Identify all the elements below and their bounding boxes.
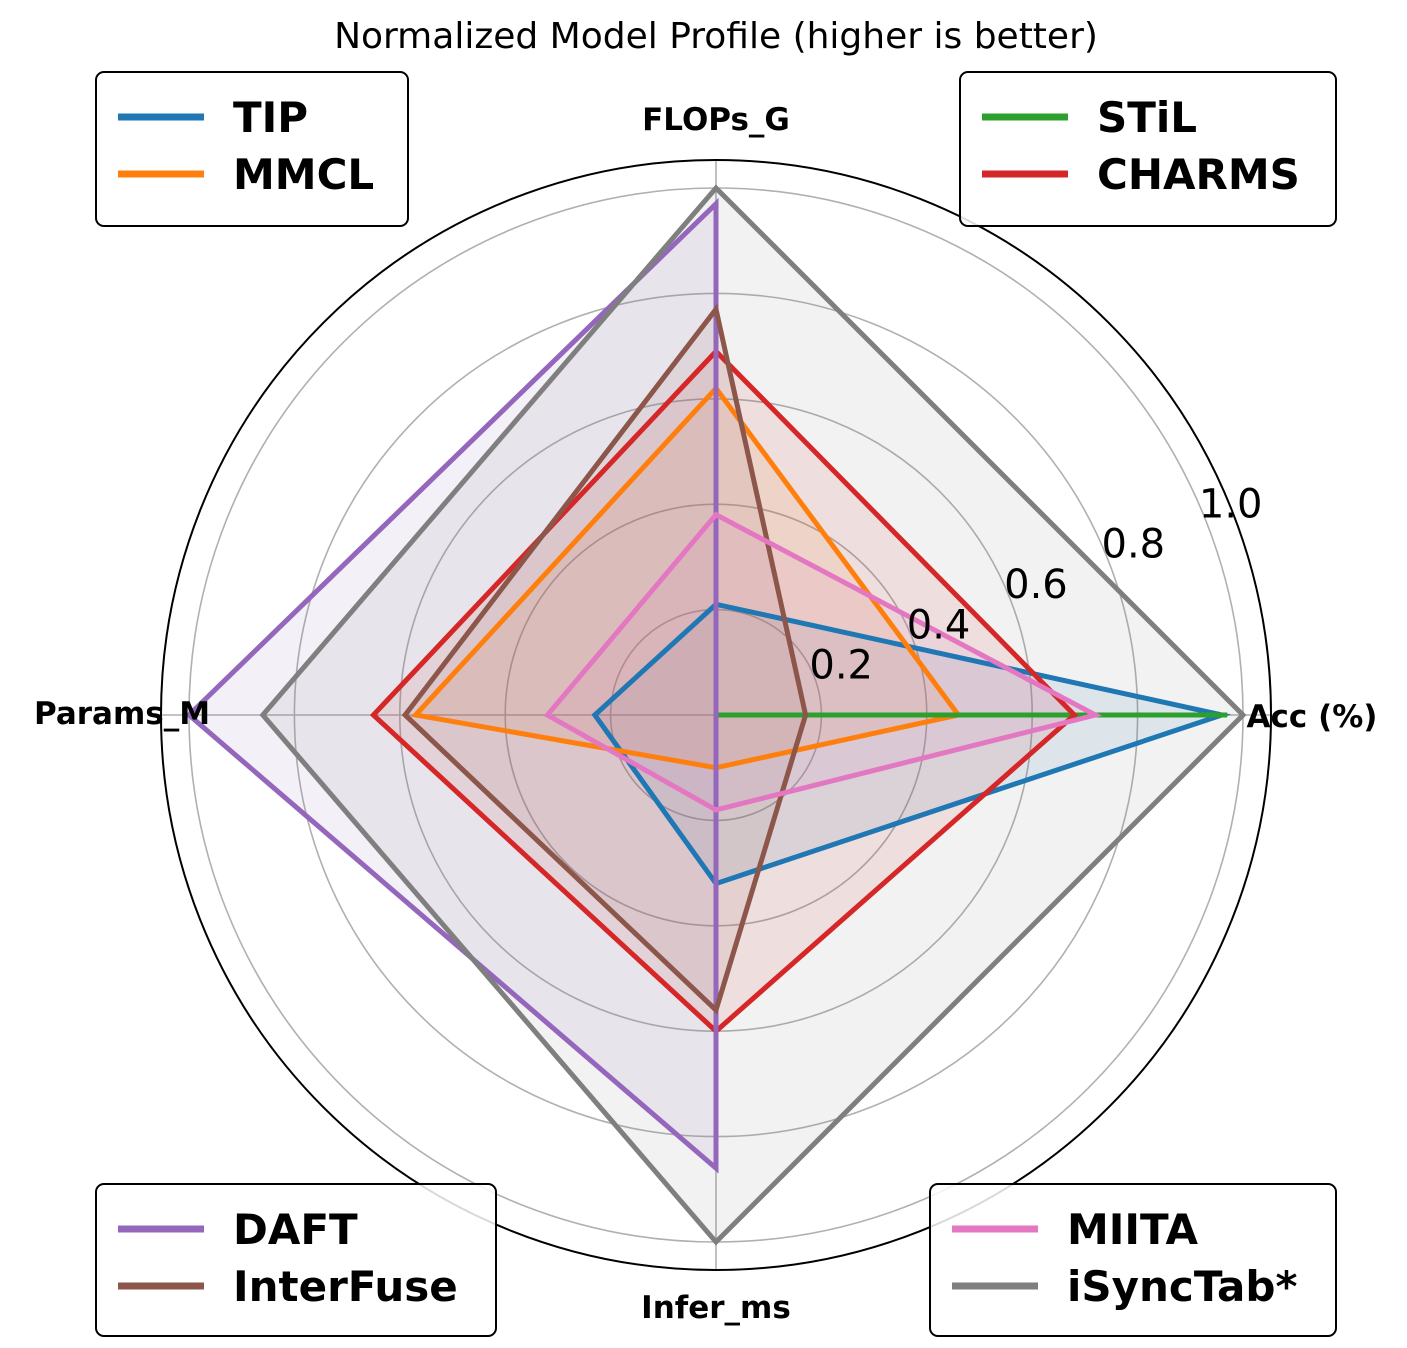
legend-label-isynctab: iSyncTab*	[1067, 1262, 1297, 1311]
series-line-charms	[369, 347, 1079, 1035]
axis-label-flops-g: FLOPs_G	[642, 102, 790, 138]
r-tick-label: 1.0	[1199, 481, 1263, 527]
legend-box	[929, 1183, 1337, 1337]
radial-tick-labels: 0.2 0.4 0.6 0.8 1.0	[809, 481, 1262, 688]
r-tick-label: 0.2	[809, 643, 873, 689]
series-line-tip	[591, 601, 1232, 887]
legend-box	[95, 1183, 497, 1337]
legend-label-miita: MIITA	[1067, 1205, 1198, 1254]
legend-bottom-left: DAFT InterFuse	[95, 1183, 497, 1337]
series-layer	[185, 184, 1247, 1246]
outer-frame-circle	[160, 159, 1272, 1271]
series-line-daft	[185, 197, 719, 1174]
legend-label-interfuse: InterFuse	[233, 1262, 458, 1311]
r-tick-label: 0.8	[1102, 522, 1166, 568]
legend-label-daft: DAFT	[233, 1205, 358, 1254]
axis-label-infer-ms: Infer_ms	[641, 1290, 791, 1326]
series-fill-tip	[594, 604, 1222, 884]
axis-labels: Acc (%) FLOPs_G Params_M Infer_ms	[34, 102, 1378, 1326]
series-fill-mmcl	[415, 388, 959, 768]
legend-top-left: TIP MMCL	[95, 71, 409, 227]
series-fill-interfuse	[405, 309, 806, 1011]
axis-label-params-m: Params_M	[34, 696, 210, 732]
r-tick-label: 0.4	[907, 602, 971, 648]
chart-title: Normalized Model Profile (higher is bett…	[334, 16, 1098, 57]
r-tick-label: 0.6	[1004, 562, 1068, 608]
series-line-interfuse	[401, 303, 809, 1015]
legend-label-mmcl: MMCL	[233, 150, 374, 199]
legend-box	[95, 71, 409, 227]
legends: TIP MMCL STiL CHARMS DAFT InterFuse MIITA iSync…	[95, 71, 1337, 1337]
legend-label-tip: TIP	[233, 93, 308, 142]
axis-label-acc: Acc (%)	[1247, 699, 1378, 735]
series-fill-daft	[189, 203, 716, 1169]
legend-bottom-right: MIITA iSyncTab*	[929, 1183, 1337, 1337]
series-fill-charms	[373, 351, 1075, 1032]
series-fill-miita	[547, 514, 1096, 810]
legend-label-charms: CHARMS	[1097, 150, 1300, 199]
legend-box	[959, 71, 1337, 227]
series-line-miita	[543, 511, 1103, 813]
series-line-isynctab	[259, 184, 1247, 1246]
legend-top-right: STiL CHARMS	[959, 71, 1337, 227]
legend-label-stil: STiL	[1097, 93, 1197, 142]
